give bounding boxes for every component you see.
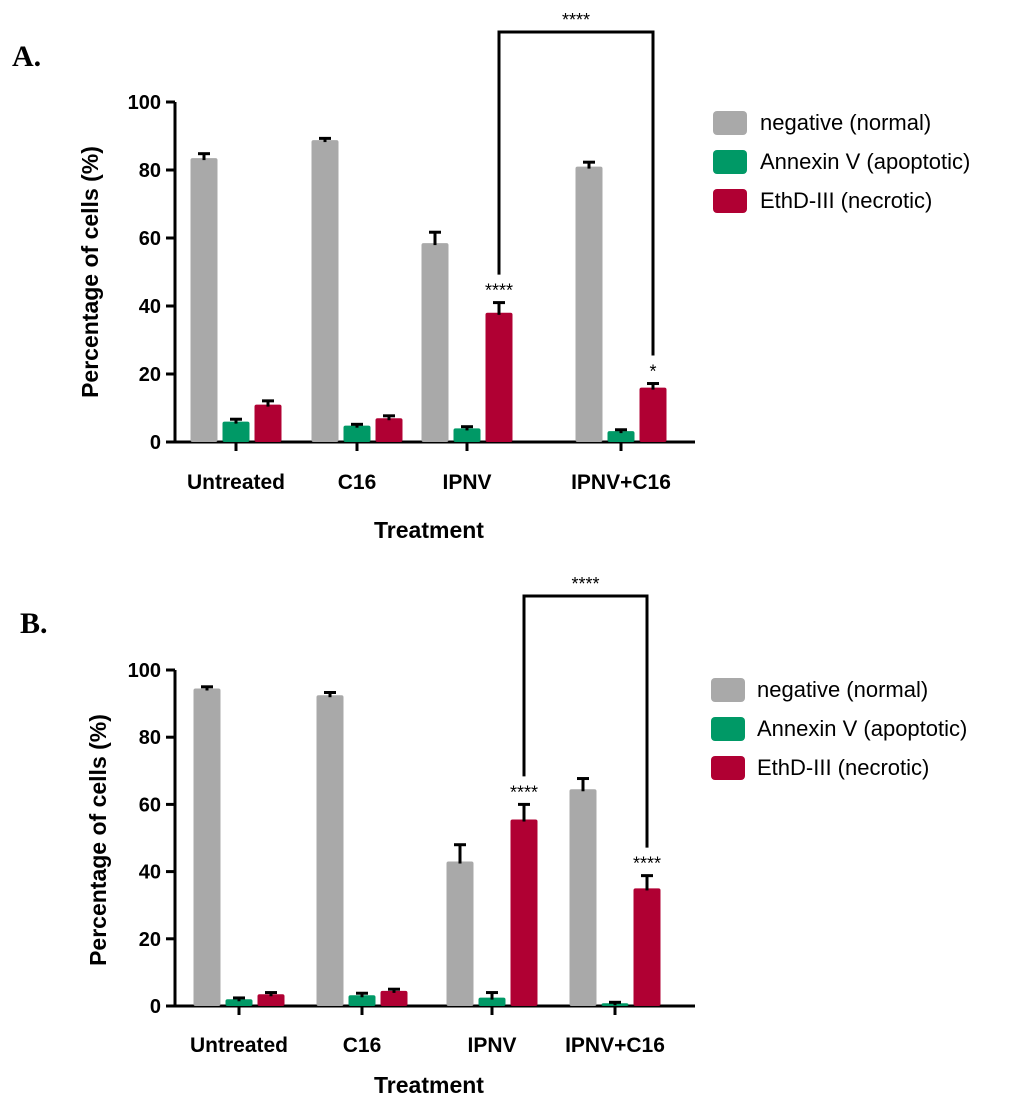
comparison-bracket: [522, 594, 649, 848]
bar: [510, 819, 538, 1006]
y-tick-label: 100: [128, 92, 161, 114]
y-tick-label: 20: [139, 929, 161, 951]
y-axis-title: Percentage of cells (%): [85, 714, 111, 966]
significance-label: ****: [485, 281, 513, 301]
bar: [569, 789, 597, 1006]
significance-label: *: [649, 362, 656, 382]
x-tick-label: C16: [338, 471, 377, 494]
bar: [375, 418, 403, 442]
bar: [225, 999, 253, 1006]
y-tick-label: 20: [139, 364, 161, 386]
panel-a: A. 0 20 40 60 80 100 Untreated C16 IPNV IPNV+C16 Pe…: [12, 10, 970, 543]
legend-swatch: [713, 189, 747, 213]
bar: [453, 428, 481, 442]
x-axis-title: Treatment: [374, 1072, 484, 1098]
bar: [575, 166, 603, 442]
legend-swatch: [711, 717, 745, 741]
bar: [254, 404, 282, 442]
x-tick-label: Untreated: [190, 1034, 288, 1057]
comparison-significance-label: ****: [562, 10, 590, 30]
bar: [190, 158, 218, 442]
bar: [485, 312, 513, 442]
x-axis-title: Treatment: [374, 517, 484, 543]
bar: [446, 861, 474, 1006]
y-tick-label: 80: [139, 160, 161, 182]
y-tick-label: 100: [128, 660, 161, 682]
x-tick-label: IPNV: [442, 471, 491, 494]
legend-label: negative (normal): [760, 110, 931, 135]
bar: [633, 888, 661, 1006]
legend-label: EthD-III (necrotic): [757, 755, 929, 780]
x-tick-label: Untreated: [187, 471, 285, 494]
y-tick-label: 0: [150, 432, 161, 454]
y-tick-label: 0: [150, 996, 161, 1018]
bar: [421, 243, 449, 442]
y-tick-label: 80: [139, 727, 161, 749]
panel-b: B. 0 20 40 60 80 100 Untreated C16 IPNV IPNV+C16 Pe…: [20, 574, 967, 1098]
bar: [311, 140, 339, 442]
bar: [348, 995, 376, 1006]
comparison-significance-label: ****: [571, 574, 599, 594]
bar: [257, 994, 285, 1006]
panel-label: A.: [12, 40, 41, 73]
legend-label: EthD-III (necrotic): [760, 188, 932, 213]
y-tick-label: 40: [139, 296, 161, 318]
significance-label: ****: [633, 854, 661, 874]
legend-label: Annexin V (apoptotic): [757, 716, 967, 741]
bar: [478, 997, 506, 1006]
bar: [380, 990, 408, 1006]
legend-label: Annexin V (apoptotic): [760, 149, 970, 174]
x-tick-label: IPNV+C16: [571, 471, 671, 494]
legend-swatch: [713, 150, 747, 174]
x-tick-label: C16: [343, 1034, 382, 1057]
legend-swatch: [711, 756, 745, 780]
bar: [316, 695, 344, 1006]
bar: [343, 425, 371, 442]
legend-swatch: [711, 678, 745, 702]
y-tick-label: 40: [139, 862, 161, 884]
x-tick-label: IPNV+C16: [565, 1034, 665, 1057]
y-axis-title: Percentage of cells (%): [77, 146, 103, 398]
bar: [193, 688, 221, 1006]
legend-label: negative (normal): [757, 677, 928, 702]
y-tick-label: 60: [139, 228, 161, 250]
y-tick-label: 60: [139, 794, 161, 816]
x-tick-label: IPNV: [467, 1034, 516, 1057]
comparison-bracket: [497, 30, 655, 356]
bar: [639, 387, 667, 442]
significance-label: ****: [510, 782, 538, 802]
bar: [607, 431, 635, 442]
legend-swatch: [713, 111, 747, 135]
bar: [222, 421, 250, 442]
panel-label: B.: [20, 607, 48, 640]
